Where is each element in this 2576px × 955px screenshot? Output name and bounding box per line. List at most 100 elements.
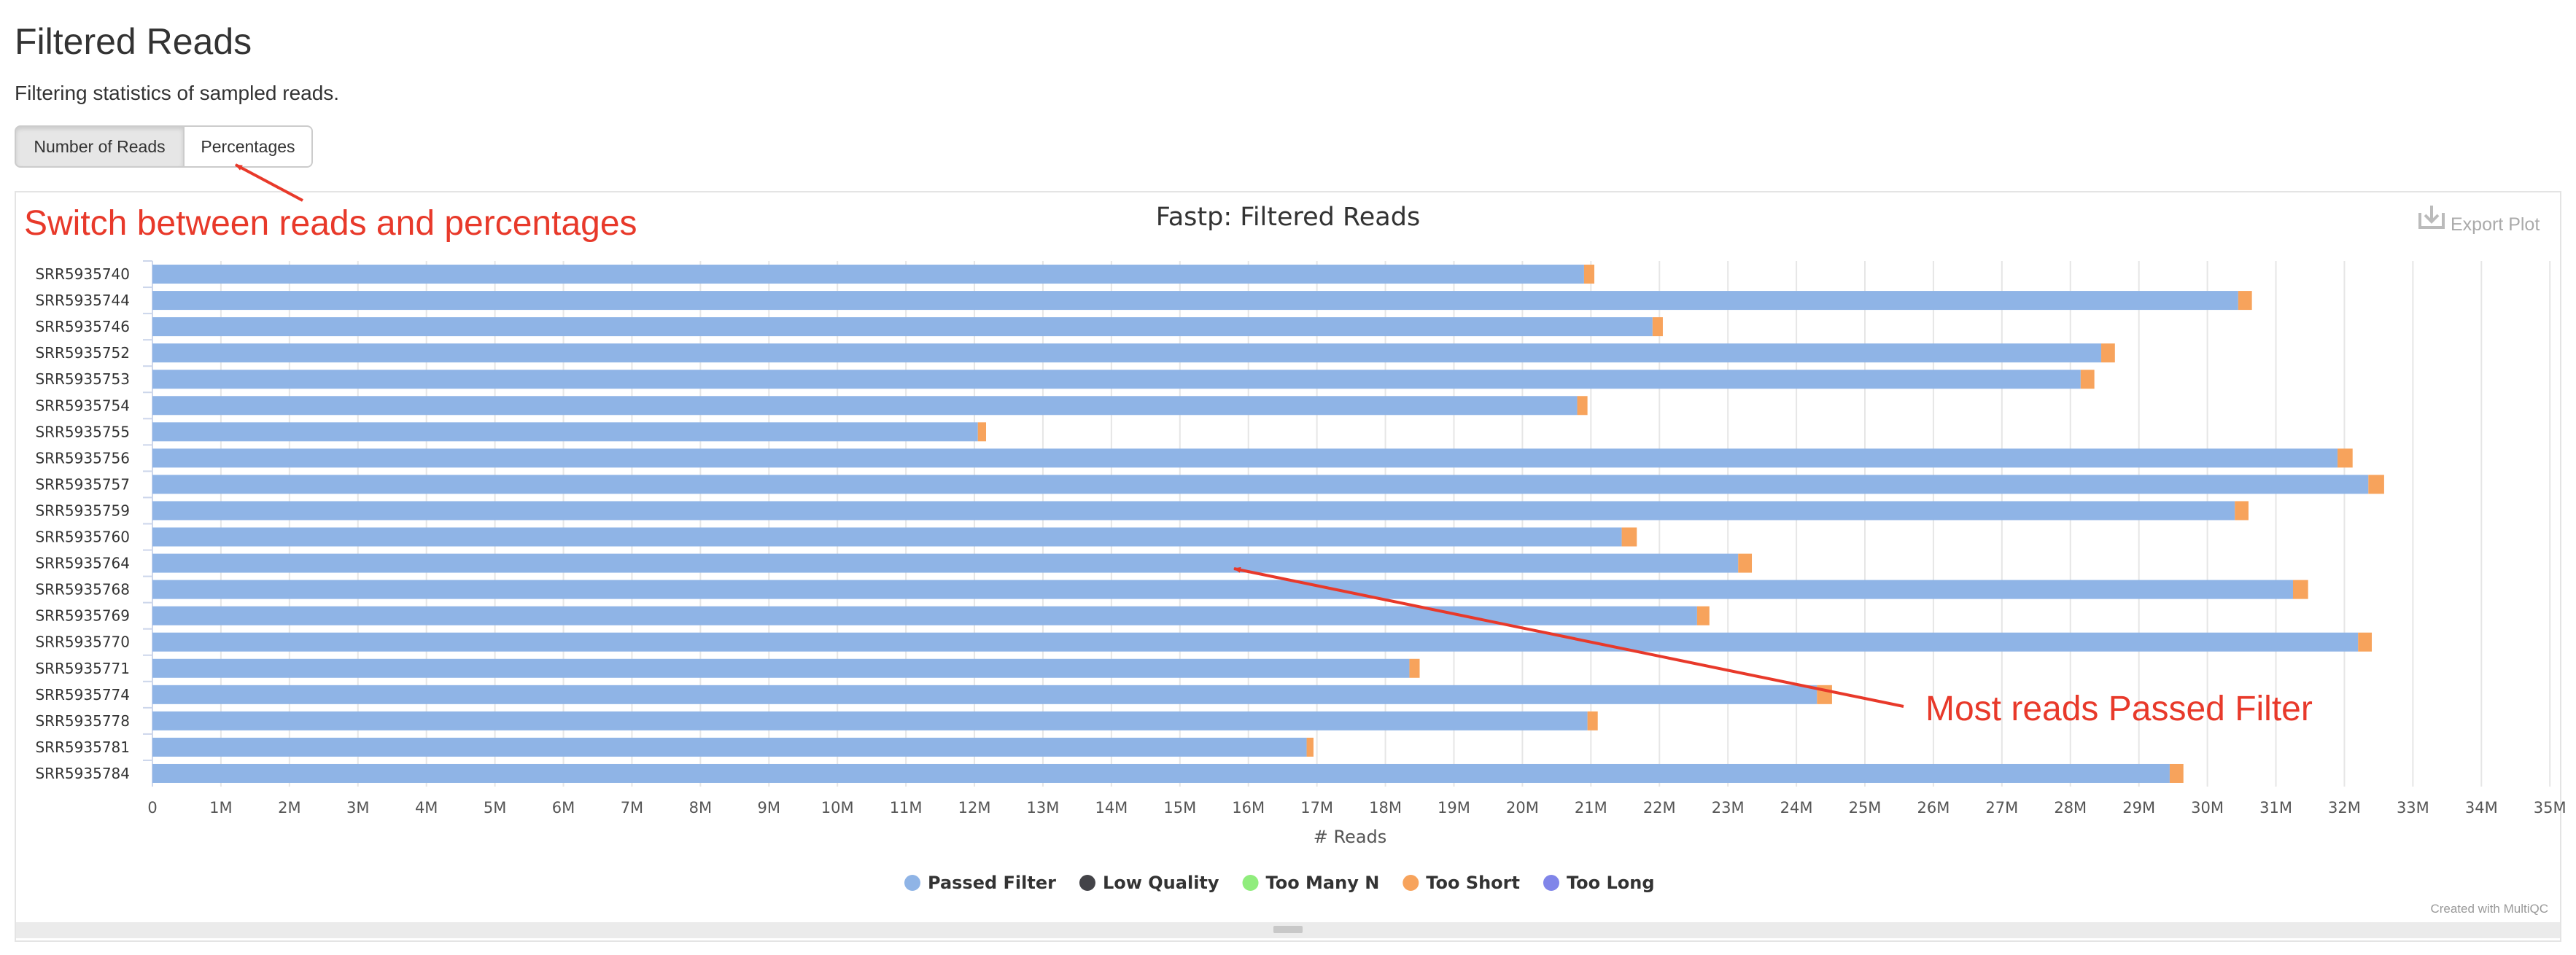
category-label: SRR5935770 (35, 634, 130, 651)
legend-item: Too Short (1426, 873, 1520, 893)
x-tick-label: 28M (2054, 799, 2087, 816)
x-tick-label: 1M (209, 799, 232, 816)
x-tick-label: 21M (1575, 799, 1607, 816)
category-label: SRR5935769 (35, 607, 130, 625)
x-tick-label: 23M (1712, 799, 1745, 816)
x-tick-label: 11M (890, 799, 923, 816)
bar-too-short (1409, 658, 1420, 678)
x-tick-label: 9M (758, 799, 780, 816)
multiqc-credit: Created with MultiQC (2430, 902, 2548, 916)
legend-marker (1079, 875, 1095, 891)
resize-handle-icon[interactable] (1273, 926, 1303, 933)
category-label: SRR5935757 (35, 475, 130, 493)
bar-passed-filter (152, 475, 2369, 494)
x-tick-label: 14M (1095, 799, 1128, 816)
x-tick-label: 12M (958, 799, 991, 816)
x-axis-title: # Reads (1314, 827, 1387, 847)
legend-item: Too Many N (1266, 873, 1380, 893)
category-label: SRR5935754 (35, 397, 130, 414)
bar-passed-filter (152, 553, 1739, 573)
x-tick-label: 0 (147, 799, 157, 816)
bar-passed-filter (152, 658, 1410, 678)
bar-too-short (1306, 737, 1314, 757)
legend-marker (1242, 875, 1259, 891)
download-icon (2418, 206, 2445, 229)
annotation-arrow-toggle (235, 163, 303, 202)
legend: Passed Filter Low Quality Too Many N Too Sh… (904, 873, 1655, 893)
bar-passed-filter (152, 265, 1584, 284)
category-label: SRR5935755 (35, 423, 130, 440)
category-axis: SRR5935740 SRR5935744 SRR5935746 SRR5935752… (35, 260, 152, 782)
x-tick-label: 32M (2328, 799, 2361, 816)
plot-mode-toggle: Number of Reads Percentages (15, 125, 313, 168)
category-label: SRR5935760 (35, 529, 130, 546)
bar-passed-filter (152, 527, 1622, 547)
x-tick-label: 30M (2191, 799, 2224, 816)
bar-too-short (2101, 343, 2115, 363)
bar-too-short (1621, 527, 1637, 547)
page-title: Filtered Reads (15, 21, 252, 62)
category-label: SRR5935781 (35, 738, 130, 756)
x-tick-label: 34M (2465, 799, 2498, 816)
bar-passed-filter (152, 737, 1307, 757)
bar-passed-filter (152, 448, 2338, 468)
bar-too-short (2080, 370, 2095, 389)
category-label: SRR5935740 (35, 265, 130, 283)
bar-passed-filter (152, 685, 1817, 704)
x-tick-label: 22M (1643, 799, 1676, 816)
category-label: SRR5935746 (35, 318, 130, 335)
bar-passed-filter (152, 632, 2359, 652)
category-label: SRR5935771 (35, 660, 130, 677)
chart-title: Fastp: Filtered Reads (1156, 203, 1420, 232)
bar-too-short (2235, 501, 2249, 521)
x-tick-label: 19M (1438, 799, 1470, 816)
category-label: SRR5935784 (35, 765, 130, 782)
bar-passed-filter (152, 317, 1653, 337)
x-tick-label: 8M (689, 799, 712, 816)
export-plot-button[interactable]: Export Plot (2418, 206, 2540, 235)
bar-passed-filter (152, 763, 2170, 783)
bar-too-short (2238, 291, 2252, 311)
bar-passed-filter (152, 291, 2238, 311)
bar-too-short (1738, 553, 1753, 573)
x-tick-label: 20M (1506, 799, 1539, 816)
bar-too-short (2169, 763, 2184, 783)
x-tick-label: 10M (821, 799, 854, 816)
annotation-arrow-passed (1233, 566, 1904, 708)
bar-too-short (1577, 396, 1588, 416)
category-label: SRR5935768 (35, 581, 130, 599)
bar-too-short (2293, 580, 2308, 599)
legend-item: Passed Filter (928, 873, 1056, 893)
x-tick-label: 35M (2534, 799, 2567, 816)
category-label: SRR5935774 (35, 686, 130, 703)
page-subtitle: Filtering statistics of sampled reads. (15, 82, 340, 104)
x-tick-label: 33M (2397, 799, 2429, 816)
x-tick-label: 24M (1780, 799, 1813, 816)
bar-too-short (1587, 711, 1598, 730)
x-tick-label: 18M (1369, 799, 1402, 816)
bar-passed-filter (152, 422, 978, 442)
bar-passed-filter (152, 343, 2102, 363)
legend-marker (1543, 875, 1559, 891)
x-tick-label: 7M (621, 799, 643, 816)
x-tick-label: 15M (1163, 799, 1196, 816)
bar-passed-filter (152, 501, 2235, 521)
x-tick-label: 4M (415, 799, 438, 816)
bar-passed-filter (152, 370, 2081, 389)
legend-marker (904, 875, 920, 891)
category-label: SRR5935759 (35, 502, 130, 519)
number-of-reads-button[interactable]: Number of Reads (15, 125, 185, 168)
bar-too-short (2368, 475, 2384, 494)
category-label: SRR5935752 (35, 344, 130, 362)
x-tick-label: 29M (2122, 799, 2155, 816)
x-tick-label: 3M (346, 799, 369, 816)
bar-passed-filter (152, 580, 2293, 599)
value-axis: 0 1M 2M 3M 4M 5M 6M 7M 8M 9M 10M 11M 12M 13M 14M 15M 16M… (147, 799, 2566, 816)
legend-marker (1403, 875, 1419, 891)
category-label: SRR5935756 (35, 449, 130, 467)
percentages-button[interactable]: Percentages (185, 125, 313, 168)
category-label: SRR5935753 (35, 370, 130, 388)
bar-passed-filter (152, 711, 1588, 730)
export-plot-label: Export Plot (2451, 214, 2540, 235)
